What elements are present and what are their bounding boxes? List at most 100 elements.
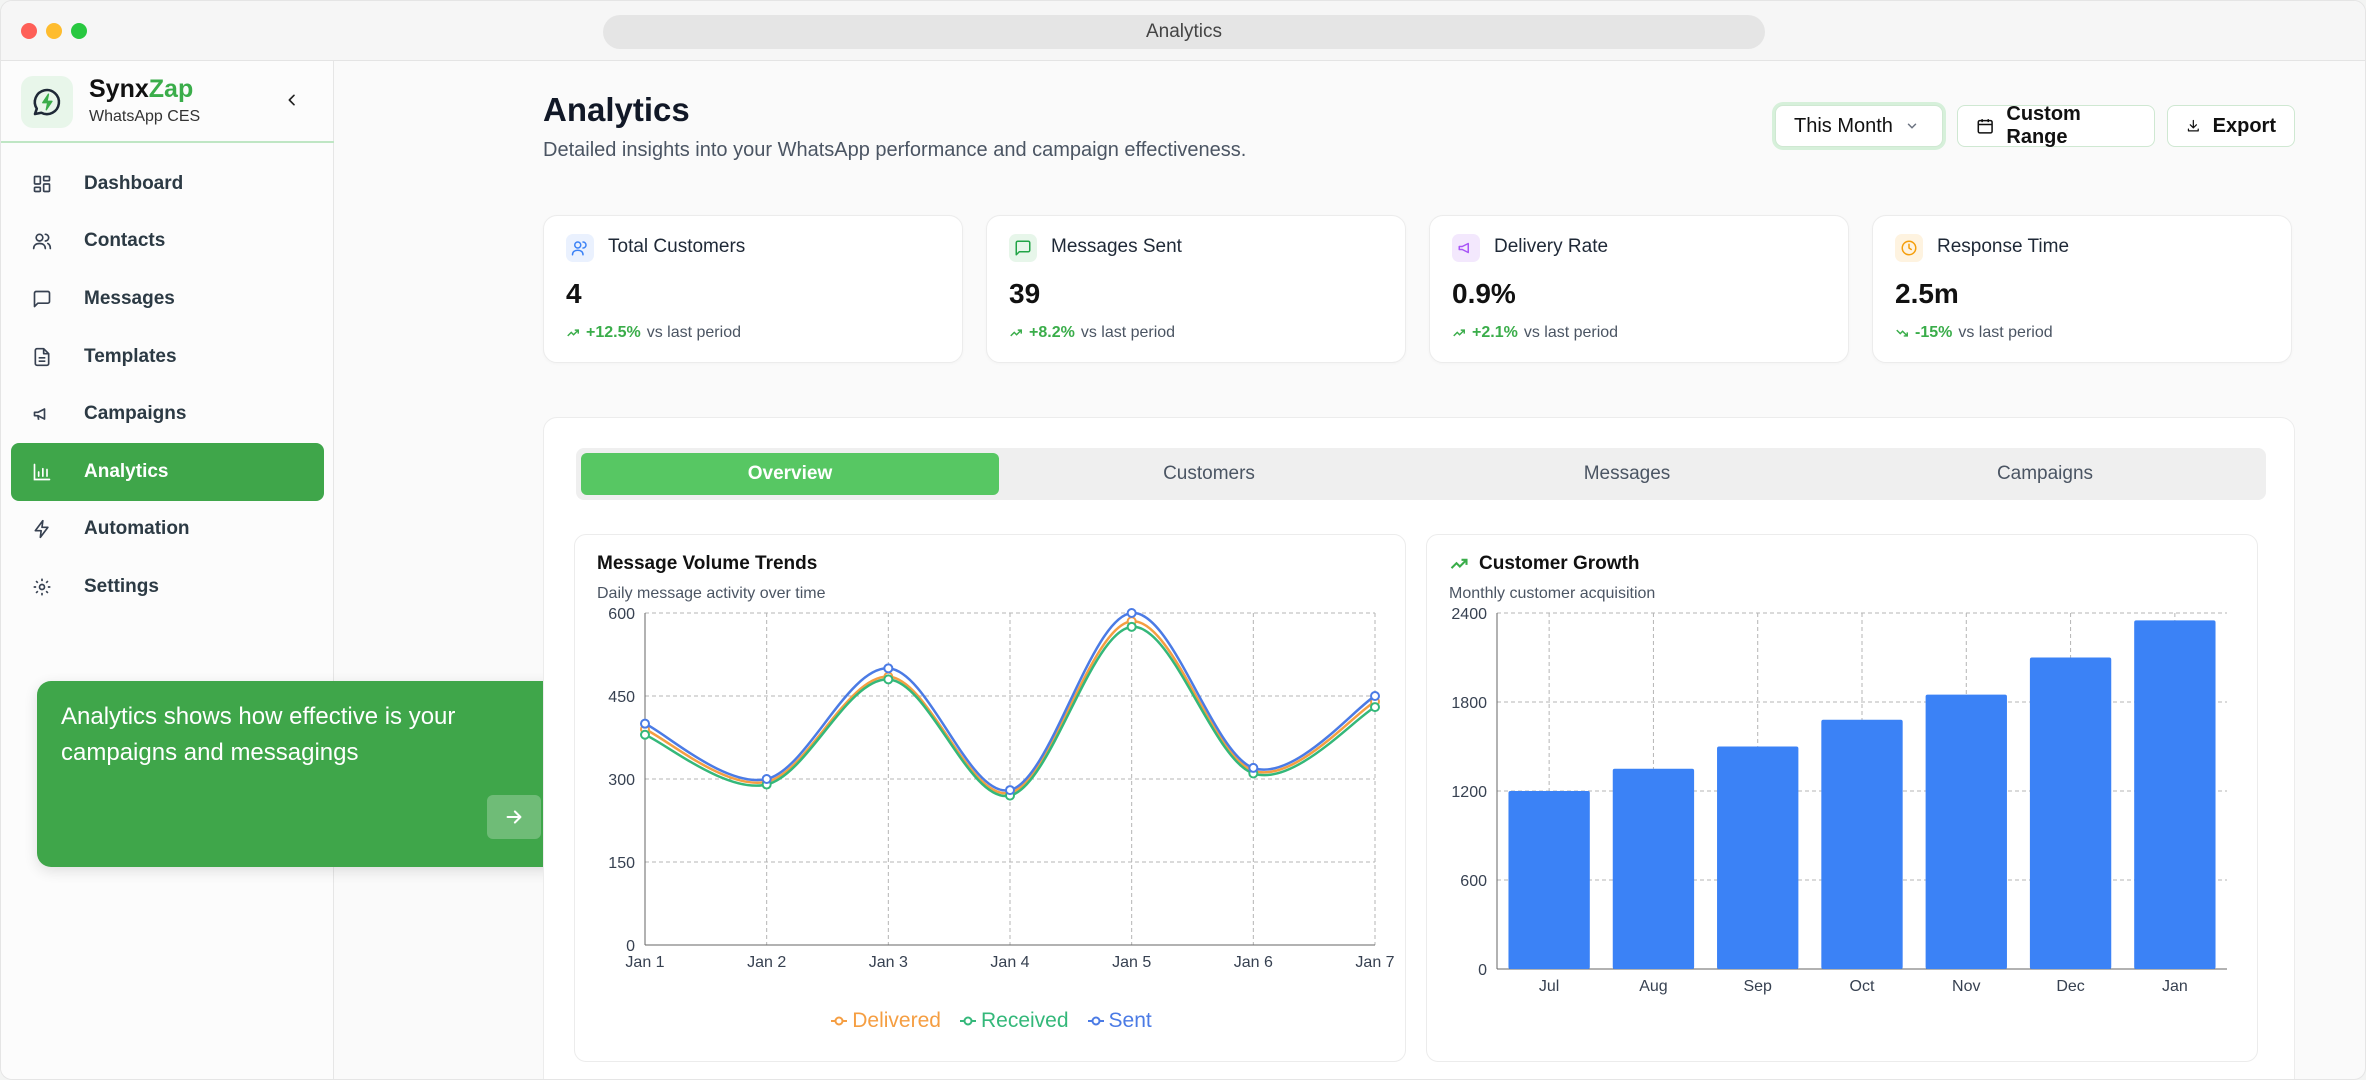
- stat-change: +8.2%: [1029, 324, 1075, 341]
- legend-label: Delivered: [852, 1009, 941, 1032]
- stat-title: Messages Sent: [1051, 236, 1182, 257]
- stat-title: Response Time: [1937, 236, 2070, 257]
- tab-messages[interactable]: Messages: [1583, 463, 1671, 484]
- sidebar-item-settings[interactable]: Settings: [11, 558, 324, 616]
- custom-range-button[interactable]: Custom Range: [1957, 103, 2155, 148]
- whatsapp-logo-icon: [21, 76, 73, 128]
- bar: [2029, 657, 2112, 969]
- tooltip-next-button[interactable]: [487, 795, 541, 839]
- download-icon: [2187, 119, 2199, 132]
- chevron-left-icon: [288, 94, 295, 106]
- data-point: [1248, 762, 1259, 773]
- sidebar-item-campaigns[interactable]: Campaigns: [11, 385, 324, 443]
- chart-title: Message Volume Trends: [597, 553, 818, 574]
- data-point: [761, 774, 772, 784]
- tab-customers[interactable]: Customers: [1163, 463, 1255, 484]
- stat-value: 39: [1009, 278, 1041, 309]
- users-icon: [566, 234, 594, 262]
- y-tick-label: 150: [608, 855, 635, 872]
- sidebar-item-label: Settings: [84, 575, 159, 597]
- data-point: [640, 718, 650, 729]
- sidebar-item-contacts[interactable]: Contacts: [11, 213, 324, 271]
- chart-subtitle: Monthly customer acquisition: [1449, 585, 1656, 602]
- bar: [1821, 719, 1903, 969]
- legend-marker: [959, 1016, 976, 1026]
- bar: [1508, 791, 1590, 969]
- tab-overview[interactable]: Overview: [581, 453, 999, 495]
- stat-title: Delivery Rate: [1494, 236, 1609, 257]
- customer-growth-bar-chart: 0 600 1200 1800 2400 Jul Aug Sep Oct Nov Dec Jan: [1451, 606, 2227, 995]
- stat-change-suffix: vs last period: [1958, 324, 2053, 341]
- sidebar: SynxZap WhatsApp CES Dashboard Contacts …: [1, 61, 334, 1079]
- y-tick-label: 0: [626, 938, 635, 955]
- maximize-window-button[interactable]: [71, 23, 87, 39]
- data-point: [883, 663, 894, 674]
- gear-icon: [31, 576, 53, 598]
- data-point: [1005, 785, 1015, 796]
- users-icon: [31, 230, 53, 252]
- period-select[interactable]: This Month: [1775, 105, 1943, 147]
- data-point: [1126, 621, 1137, 632]
- period-select-value: This Month: [1794, 114, 1893, 137]
- megaphone-icon: [1452, 234, 1480, 262]
- sidebar-item-dashboard[interactable]: Dashboard: [11, 155, 324, 213]
- sidebar-item-label: Automation: [84, 518, 190, 540]
- stat-change: +2.1%: [1472, 324, 1518, 341]
- trend-up-icon: [1450, 558, 1468, 569]
- data-point: [1370, 702, 1380, 713]
- tab-campaigns[interactable]: Campaigns: [1996, 463, 2094, 484]
- data-point: [1126, 608, 1137, 618]
- stat-change-suffix: vs last period: [1523, 324, 1619, 341]
- file-icon: [31, 346, 53, 368]
- collapse-sidebar-button[interactable]: [279, 87, 305, 113]
- y-tick-label: 600: [1460, 873, 1487, 890]
- export-button[interactable]: Export: [2167, 105, 2295, 147]
- bar: [2134, 620, 2216, 969]
- chart-title: Customer Growth: [1449, 553, 1639, 575]
- sidebar-item-templates[interactable]: Templates: [11, 328, 324, 386]
- y-tick-label: 0: [1478, 962, 1487, 979]
- stat-change: -15%: [1915, 324, 1953, 341]
- message-volume-chart-card: Message Volume Trends Daily message acti…: [574, 534, 1406, 1062]
- x-tick-label: Sep: [1743, 978, 1772, 995]
- legend-marker: [831, 1016, 848, 1026]
- x-tick-label: Jan 4: [990, 954, 1029, 971]
- minimize-window-button[interactable]: [46, 23, 62, 39]
- x-tick-label: Oct: [1850, 978, 1875, 995]
- stat-change-suffix: vs last period: [646, 324, 741, 341]
- x-tick-label: Jan: [2162, 978, 2188, 995]
- x-tick-label: Jan 2: [747, 954, 786, 971]
- tooltip-text: Analytics shows how effective is your ca…: [61, 703, 456, 766]
- x-tick-label: Jul: [1539, 978, 1559, 995]
- export-label: Export: [2212, 114, 2276, 137]
- stat-trend: -15% vs last period: [1895, 324, 2053, 342]
- legend-item-delivered[interactable]: Delivered: [830, 1009, 941, 1033]
- x-tick-label: Jan 3: [869, 954, 908, 971]
- stat-value: 0.9%: [1452, 278, 1516, 309]
- trend-down-icon: [1896, 329, 1908, 337]
- stat-change: +12.5%: [586, 324, 641, 341]
- brand-name: SynxZap: [89, 75, 194, 103]
- sidebar-item-automation[interactable]: Automation: [11, 501, 324, 559]
- sidebar-item-label: Messages: [84, 287, 175, 309]
- megaphone-icon: [31, 403, 53, 425]
- stat-card-messages-sent: Messages Sent 39 +8.2% vs last period: [986, 215, 1406, 363]
- legend-item-received[interactable]: Received: [959, 1009, 1069, 1033]
- stat-card-total-customers: Total Customers 4 +12.5% vs last period: [543, 215, 963, 363]
- bar: [1925, 694, 2007, 969]
- y-tick-label: 300: [608, 772, 635, 789]
- y-tick-label: 450: [608, 689, 635, 706]
- stat-trend: +12.5% vs last period: [566, 324, 741, 342]
- stat-title: Total Customers: [608, 236, 746, 257]
- legend-item-sent[interactable]: Sent: [1087, 1009, 1152, 1033]
- chart-legend: Delivered Received Sent: [575, 1009, 1407, 1033]
- close-window-button[interactable]: [21, 23, 37, 39]
- sidebar-item-analytics[interactable]: Analytics: [11, 442, 324, 501]
- x-tick-label: Dec: [2056, 978, 2084, 995]
- main-content: Analytics Detailed insights into your Wh…: [335, 61, 2365, 1079]
- stat-card-delivery-rate: Delivery Rate 0.9% +2.1% vs last period: [1429, 215, 1849, 363]
- title-bar: Analytics: [1, 1, 2365, 61]
- trend-up-icon: [1010, 329, 1022, 337]
- sidebar-item-messages[interactable]: Messages: [11, 270, 324, 328]
- stat-trend: +2.1% vs last period: [1452, 324, 1618, 342]
